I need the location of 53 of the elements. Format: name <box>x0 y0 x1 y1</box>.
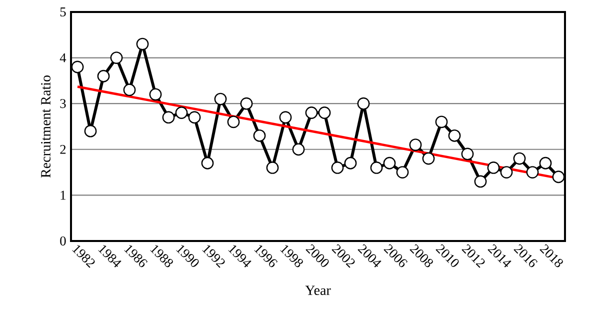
x-tick-label: 1996 <box>254 245 278 268</box>
point <box>188 111 201 124</box>
point <box>383 156 396 170</box>
point <box>227 116 240 128</box>
point <box>84 124 97 138</box>
point <box>331 162 344 174</box>
point <box>396 166 409 178</box>
point <box>110 52 123 64</box>
point <box>357 97 370 110</box>
x-axis-title: Year <box>305 286 331 296</box>
point <box>253 129 266 142</box>
x-tick-label: 1984 <box>98 245 122 268</box>
point <box>409 138 422 152</box>
point <box>448 129 461 142</box>
point <box>305 106 318 119</box>
point <box>474 175 487 188</box>
point <box>344 156 357 170</box>
point <box>149 88 162 101</box>
x-tick-label: 1998 <box>280 245 303 268</box>
point <box>461 148 474 160</box>
point <box>123 84 136 96</box>
point <box>435 116 448 128</box>
point <box>162 111 175 124</box>
y-axis-title: Recruitment Ratio <box>41 75 50 178</box>
point <box>266 162 279 174</box>
point <box>136 38 149 50</box>
x-tick-label: 1994 <box>228 245 252 268</box>
point <box>500 166 513 178</box>
point <box>422 152 435 165</box>
point <box>552 170 565 184</box>
x-tick-label: 1988 <box>150 245 173 268</box>
point <box>214 92 227 106</box>
y-tick-label: 4 <box>60 53 66 62</box>
x-tick-label: 1990 <box>176 245 199 267</box>
point <box>513 152 526 165</box>
point <box>487 162 500 174</box>
y-tick-label: 5 <box>60 8 66 16</box>
point <box>175 106 188 119</box>
point <box>318 106 331 119</box>
point <box>97 70 110 82</box>
point <box>71 60 84 74</box>
point <box>201 156 214 170</box>
point <box>279 111 292 124</box>
point <box>292 143 305 156</box>
y-tick-label: 2 <box>60 144 66 154</box>
x-tick-label: 1986 <box>124 245 148 268</box>
point <box>240 97 253 110</box>
y-tick-label: 1 <box>60 190 66 200</box>
y-tick-label: 0 <box>60 236 66 246</box>
point <box>539 156 552 170</box>
point <box>526 166 539 178</box>
y-tick-label: 3 <box>60 99 66 108</box>
point <box>370 162 383 174</box>
